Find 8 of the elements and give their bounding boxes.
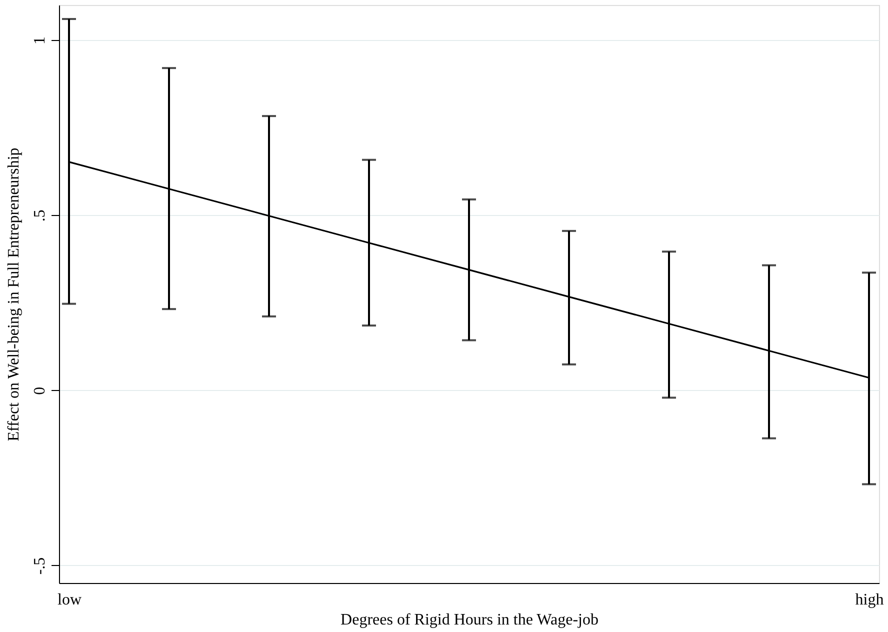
y-tick-label: 0 — [32, 386, 48, 395]
y-axis-title: Effect on Well-being in Full Entrepreneurship — [6, 148, 22, 442]
y-tick-label: .5 — [32, 210, 48, 222]
x-axis-title: Degrees of Rigid Hours in the Wage-job — [340, 612, 598, 628]
y-tick-label: 1 — [32, 36, 48, 45]
x-tick-label: high — [855, 592, 884, 608]
x-tick-label: low — [58, 592, 82, 608]
y-tick-label: -.5 — [32, 557, 48, 575]
